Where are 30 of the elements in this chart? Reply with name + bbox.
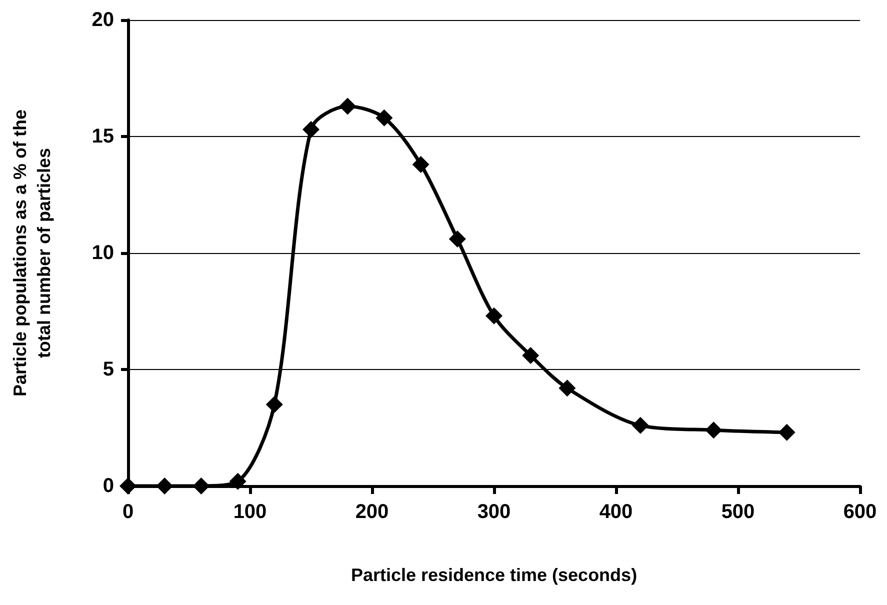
point: [522, 347, 540, 364]
point: [229, 472, 246, 490]
x-tick-label: 200: [355, 501, 389, 523]
point: [339, 98, 356, 115]
y-tick-label: 0: [102, 475, 114, 497]
point: [376, 109, 393, 126]
y-tick-label: 20: [92, 9, 114, 31]
x-axis-title: Particle residence time (seconds): [350, 565, 638, 585]
point: [448, 230, 466, 248]
y-tick-label: 15: [92, 126, 114, 148]
point: [705, 422, 722, 439]
point: [632, 416, 649, 434]
y-tick-label: 5: [102, 358, 114, 380]
point: [192, 478, 210, 494]
point: [486, 307, 502, 324]
point: [266, 396, 283, 413]
point: [156, 478, 174, 494]
y-tick-label: 10: [92, 242, 114, 264]
point: [778, 424, 796, 441]
point: [120, 478, 136, 494]
x-tick-label: 500: [721, 501, 755, 523]
point: [412, 156, 430, 173]
point: [558, 380, 576, 397]
point: [302, 121, 320, 138]
x-tick-label: 300: [477, 501, 511, 523]
x-tick-label: 100: [233, 501, 267, 523]
y-axis-title: Particle populations as a % of the total number of particles: [10, 109, 54, 397]
x-tick-label: 600: [843, 501, 877, 523]
x-tick-label: 0: [122, 501, 134, 523]
x-tick-label: 400: [599, 501, 633, 523]
